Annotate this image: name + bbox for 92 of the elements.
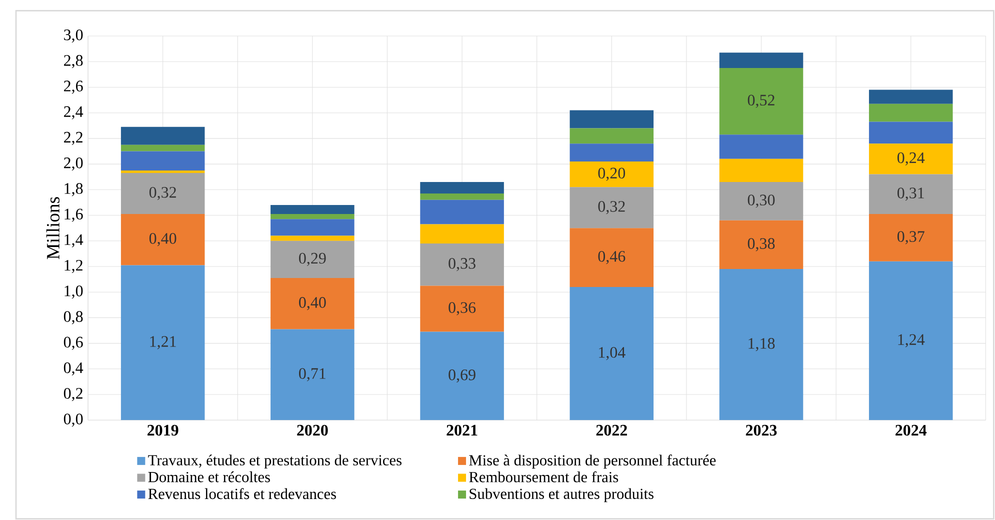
x-tick-label: 2023: [746, 424, 777, 436]
data-label: 0,69: [448, 369, 476, 382]
y-tick-label: 2,4: [64, 106, 84, 120]
data-label: 0,38: [748, 238, 775, 252]
data-label: 1,24: [898, 334, 925, 348]
bar: [420, 332, 504, 420]
bar: [719, 52, 804, 68]
bar: [868, 261, 953, 420]
y-tick-label: 1,8: [64, 183, 83, 196]
y-tick-label: 0,2: [64, 388, 82, 402]
x-tick-label: 2021: [446, 424, 478, 436]
bar: [570, 161, 654, 188]
legend-label: Travaux, études et prestations de services: [148, 454, 402, 468]
data-label: 0,40: [299, 296, 326, 310]
bar: [270, 219, 354, 236]
bar: [120, 172, 205, 214]
data-label: 0,71: [299, 368, 326, 382]
bar: [420, 182, 504, 194]
data-label: 0,29: [299, 252, 326, 266]
y-tick-label: 2,6: [64, 80, 83, 94]
bar: [120, 151, 205, 170]
y-tick-label: 2,8: [64, 54, 83, 68]
bar: [420, 200, 504, 224]
bar: [420, 224, 504, 244]
bar: [420, 193, 504, 200]
data-label: 0,30: [748, 194, 775, 208]
bar: [570, 143, 654, 162]
data-label: 0,33: [448, 258, 476, 272]
data-label: 0,52: [748, 94, 774, 108]
x-tick-label: 2024: [896, 424, 927, 436]
bar: [868, 104, 953, 122]
legend-label: Subventions et autres produits: [470, 488, 654, 502]
bar: [868, 143, 953, 174]
data-label: 0,40: [149, 232, 176, 246]
bar: [420, 286, 504, 332]
data-label: 0,24: [897, 152, 925, 166]
data-label: 1,21: [150, 336, 176, 350]
bar: [270, 236, 354, 241]
bar: [719, 182, 804, 220]
y-tick-label: 0,0: [64, 414, 83, 427]
y-tick-label: 1,6: [64, 208, 83, 222]
bar: [868, 174, 953, 214]
y-tick-label: 0,6: [64, 336, 83, 350]
bar: [120, 126, 205, 145]
y-tick-label: 1,2: [64, 260, 82, 273]
y-tick-label: 2,0: [64, 157, 83, 171]
y-tick-label: 1,0: [64, 285, 83, 299]
bar: [120, 170, 205, 173]
x-tick-label: 2019: [148, 424, 178, 436]
bar: [120, 144, 205, 152]
bar: [570, 128, 654, 144]
bar: [868, 122, 953, 144]
y-axis-title: Millions: [46, 197, 60, 260]
data-label: 1,04: [599, 346, 626, 360]
y-tick-label: 0,8: [64, 311, 83, 324]
legend-label: Revenus locatifs et redevances: [148, 488, 336, 500]
bar: [270, 329, 354, 420]
y-tick-label: 0,4: [64, 362, 84, 376]
data-label: 0,31: [897, 188, 924, 201]
bar: [719, 68, 804, 135]
bar: [270, 240, 354, 278]
legend-label: Domaine et récoltes: [148, 471, 270, 482]
bar: [270, 214, 354, 220]
bar: [120, 214, 205, 266]
bar: [868, 90, 953, 104]
bar: [270, 204, 354, 214]
y-tick-label: 3,0: [64, 29, 83, 42]
data-label: 0,20: [598, 168, 626, 181]
data-label: 1,18: [748, 338, 775, 352]
legend-label: Remboursement de frais: [469, 471, 618, 482]
x-tick-label: 2022: [596, 424, 627, 436]
bar: [719, 134, 804, 159]
data-label: 0,36: [448, 302, 476, 316]
bar: [420, 243, 504, 286]
bar: [120, 265, 205, 420]
bar: [570, 228, 654, 287]
bar: [270, 278, 354, 330]
y-tick-label: 2,2: [64, 132, 82, 145]
y-tick-label: 1,4: [64, 234, 84, 248]
bar: [868, 214, 953, 262]
data-label: 0,32: [598, 200, 625, 214]
bar: [570, 286, 654, 420]
bar: [719, 268, 804, 420]
bar: [719, 220, 804, 269]
bar: [570, 187, 654, 228]
bar: [570, 110, 654, 128]
x-tick-label: 2020: [297, 424, 328, 436]
legend-label: Mise à disposition de personnel facturée: [469, 454, 716, 469]
bar: [719, 158, 804, 182]
data-label: 0,37: [897, 231, 924, 244]
data-label: 0,46: [598, 250, 626, 264]
data-label: 0,32: [149, 186, 176, 200]
